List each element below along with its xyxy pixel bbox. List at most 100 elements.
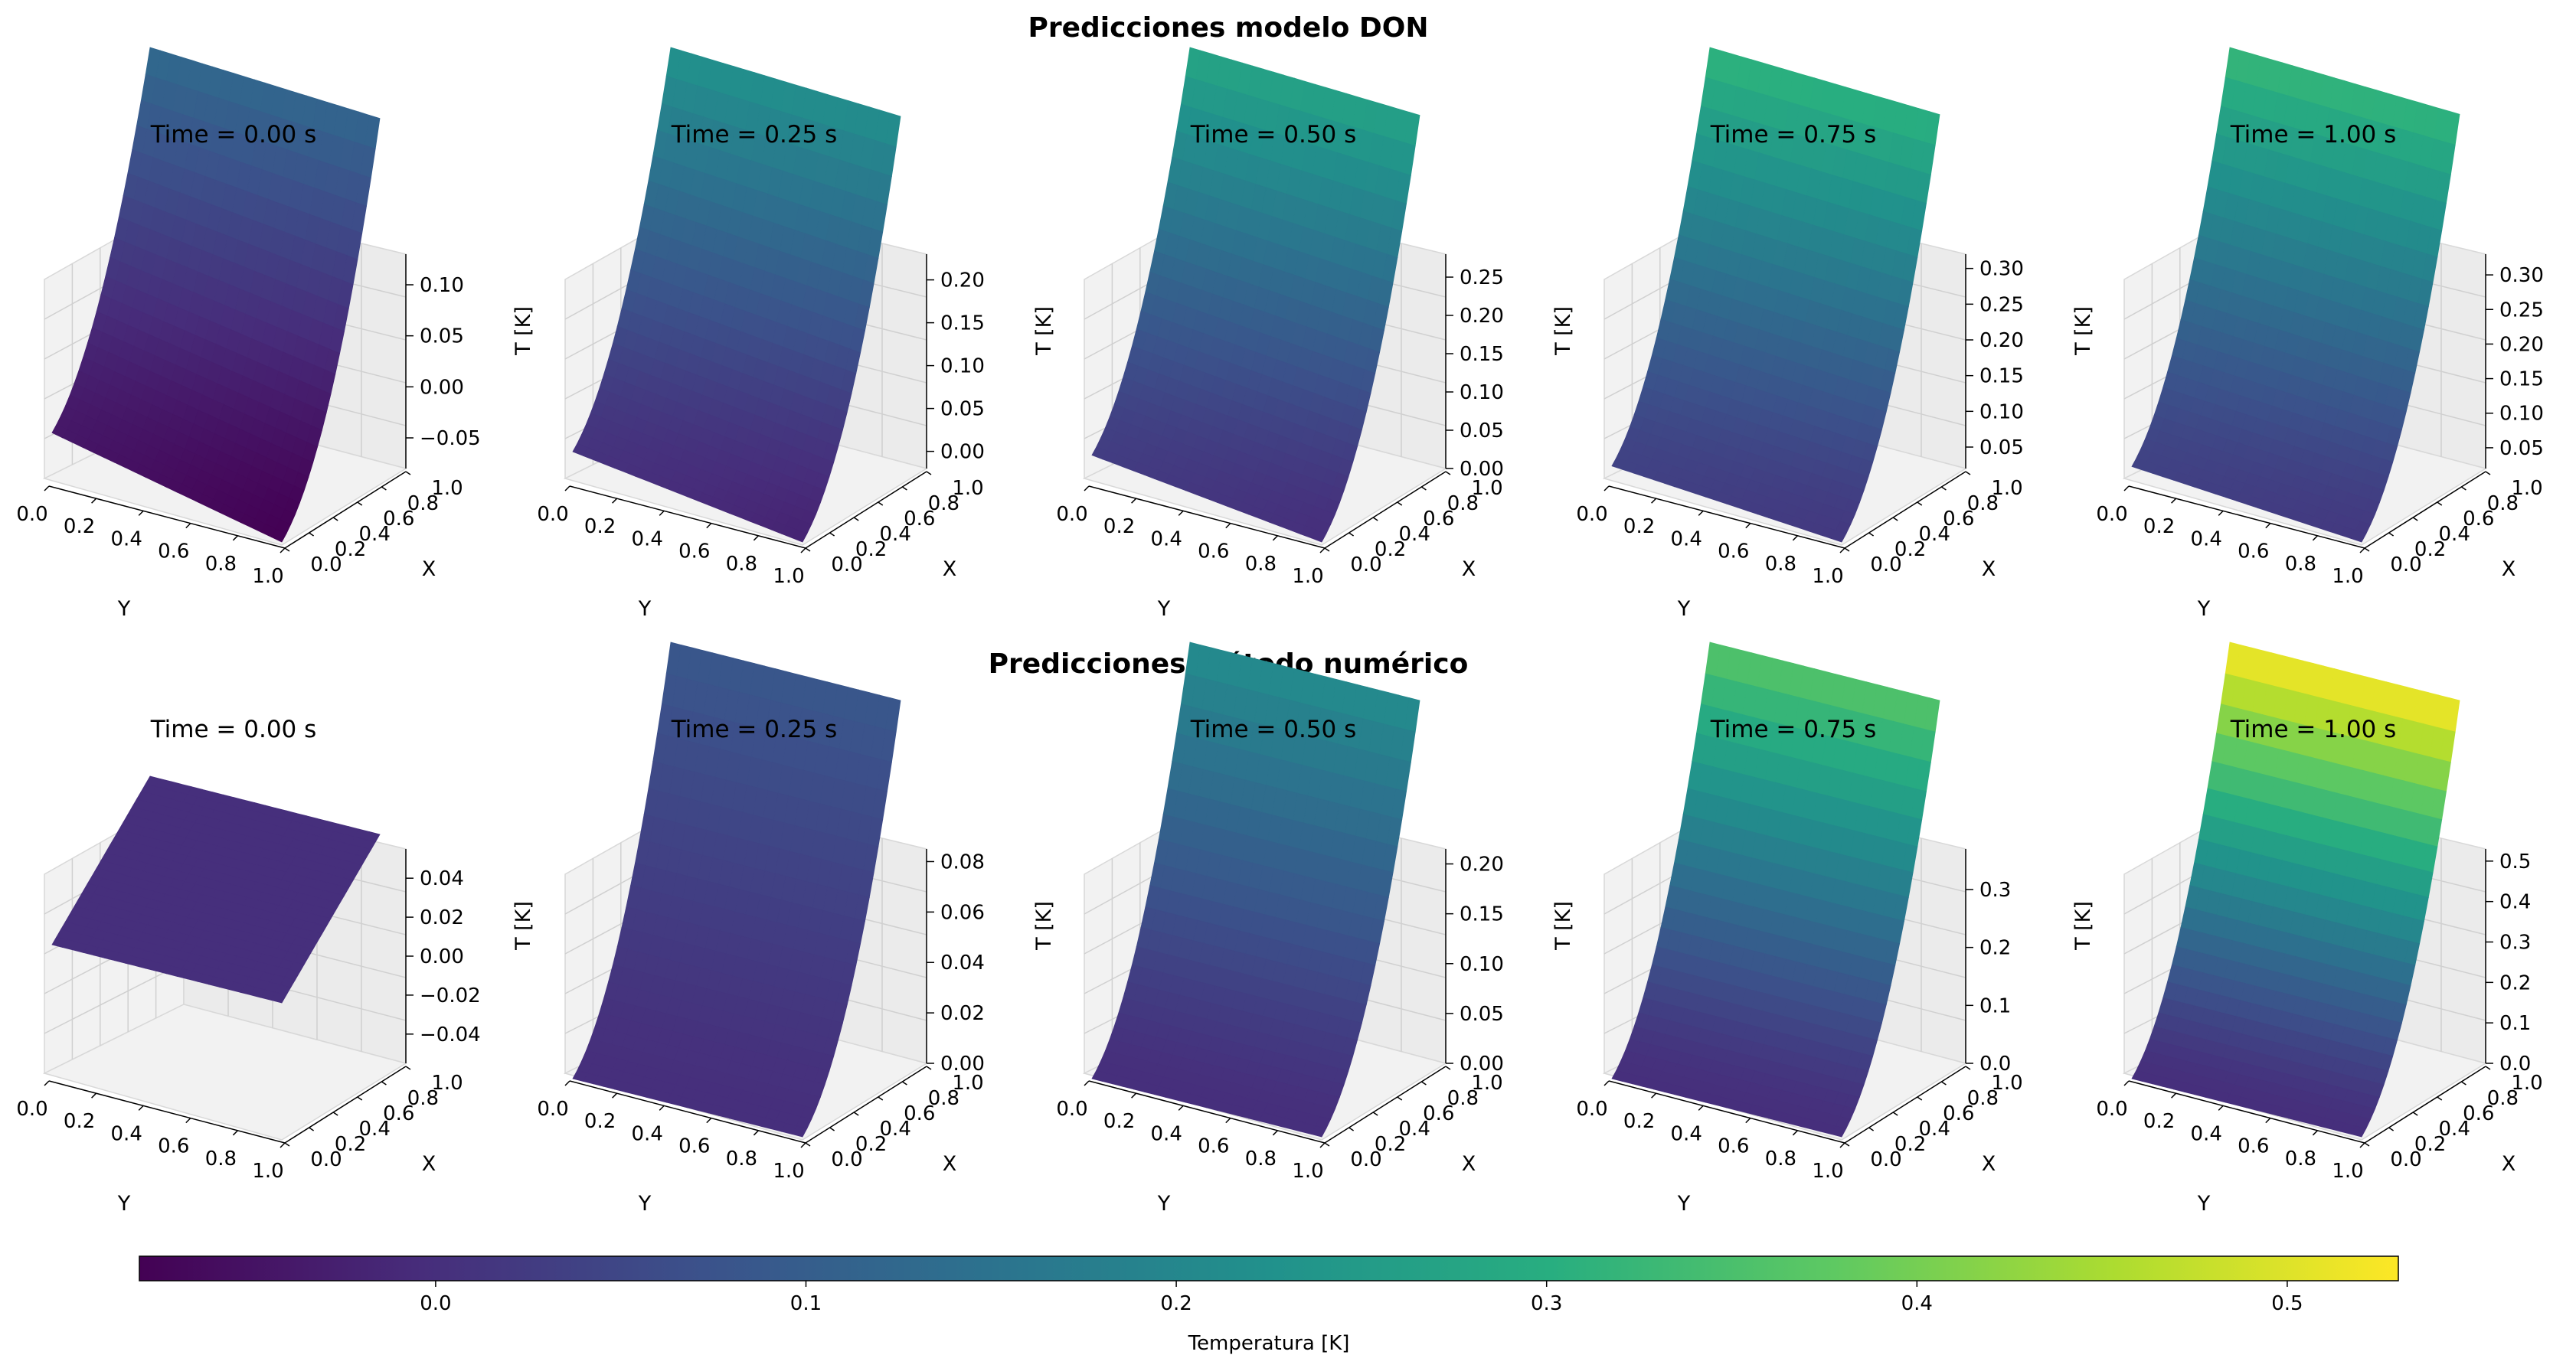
x-tick (926, 1066, 932, 1070)
y-tick (1178, 1105, 1184, 1111)
y-axis-label: Y (2197, 597, 2211, 621)
z-tick-label: 0.00 (420, 376, 464, 399)
z-tick-label: 0.25 (1460, 266, 1504, 289)
surface-mesh (572, 47, 901, 543)
y-tick-label: 0.6 (158, 1135, 189, 1158)
surface-panel: Time = 1.00 s0.00.20.40.60.81.0Y0.00.20.… (2096, 47, 2544, 621)
z-tick-label: −0.04 (420, 1024, 481, 1046)
y-tick (1792, 1130, 1798, 1136)
y-tick-label: 0.8 (205, 553, 237, 576)
x-tick-label: 1.0 (952, 477, 983, 500)
y-tick (612, 1092, 618, 1099)
panel-title: Time = 0.50 s (1190, 121, 1357, 149)
y-tick-label: 0.4 (632, 1122, 663, 1145)
z-tick-label: 0.20 (2499, 333, 2544, 356)
z-tick-label: −0.02 (420, 984, 481, 1007)
y-tick (1084, 485, 1090, 491)
y-tick-label: 0.0 (16, 1098, 47, 1121)
panel-title: Time = 0.75 s (1710, 121, 1877, 149)
y-tick-label: 0.8 (1245, 553, 1277, 576)
y-tick (1745, 1118, 1751, 1124)
surface-panel: Time = 0.00 s0.00.20.40.60.81.0Y0.00.20.… (16, 47, 535, 621)
z-tick-label: 0.00 (940, 1053, 985, 1076)
y-tick (706, 1118, 712, 1124)
y-tick-label: 1.0 (773, 565, 804, 588)
z-tick-label: 0.08 (940, 851, 985, 873)
x-tick (901, 1081, 907, 1086)
y-tick (2218, 510, 2224, 516)
z-tick-label: 0.15 (1460, 903, 1504, 926)
z-axis-label: T [K] (2071, 306, 2095, 356)
z-axis-label: T [K] (512, 901, 535, 951)
y-tick-label: 0.2 (1623, 1110, 1655, 1133)
x-tick (1868, 532, 1875, 537)
z-axis-label: T [K] (512, 306, 535, 356)
panel-title: Time = 0.25 s (671, 716, 838, 743)
x-tick (2388, 532, 2395, 537)
x-tick (1445, 471, 1451, 475)
y-tick (232, 535, 238, 541)
z-tick-label: 0.04 (420, 867, 464, 890)
y-tick-label: 0.2 (2143, 515, 2175, 538)
x-tick (1348, 1127, 1355, 1131)
surface-panel: Time = 0.00 s0.00.20.40.60.81.0Y0.00.20.… (16, 716, 535, 1216)
z-tick-label: 0.2 (1979, 937, 2011, 960)
z-tick-label: 0.00 (1460, 1053, 1504, 1076)
y-axis-label: Y (117, 597, 131, 621)
z-tick-label: 0.30 (1979, 258, 2024, 281)
y-tick-label: 0.6 (678, 540, 710, 563)
x-tick (284, 547, 290, 552)
y-tick (1839, 547, 1845, 553)
x-tick (309, 532, 315, 537)
y-tick-label: 1.0 (1292, 1160, 1323, 1183)
y-tick-label: 0.2 (1103, 1110, 1135, 1133)
panel-title: Time = 0.75 s (1710, 716, 1877, 743)
z-tick-label: 0.30 (2499, 264, 2544, 287)
y-tick-label: 1.0 (252, 565, 283, 588)
y-tick (2312, 535, 2318, 541)
x-tick-label: 1.0 (2511, 477, 2542, 500)
z-axis-label: T [K] (1032, 901, 1056, 951)
x-tick-label: 0.2 (335, 538, 366, 561)
y-tick (564, 485, 570, 491)
x-axis-line (805, 471, 927, 549)
y-tick-label: 0.2 (64, 515, 95, 538)
y-tick-label: 1.0 (1292, 565, 1323, 588)
x-tick (2460, 486, 2466, 491)
y-tick (1178, 510, 1184, 516)
z-tick-label: 0.0 (1979, 1053, 2011, 1076)
x-tick (878, 501, 884, 506)
y-tick (232, 1130, 238, 1136)
x-tick (1892, 517, 1898, 521)
z-tick-label: 0.10 (1460, 381, 1504, 404)
z-tick-label: 0.10 (420, 274, 464, 297)
z-tick-label: 0.15 (1460, 343, 1504, 366)
x-tick-label: 0.0 (831, 553, 862, 576)
z-tick-label: −0.05 (420, 427, 481, 450)
y-tick (1603, 1080, 1610, 1086)
y-tick (706, 523, 712, 529)
y-tick (1651, 1092, 1657, 1099)
y-tick-label: 0.0 (16, 503, 47, 526)
y-tick-label: 0.4 (1671, 1122, 1702, 1145)
y-tick-label: 0.6 (1198, 1135, 1229, 1158)
y-tick (185, 1118, 191, 1124)
y-tick (2265, 523, 2271, 529)
surface-panel: Time = 1.00 s0.00.20.40.60.81.0Y0.00.20.… (2096, 642, 2543, 1216)
z-tick-label: 0.15 (2499, 368, 2544, 391)
y-tick-label: 0.4 (1671, 527, 1702, 550)
x-tick (2485, 471, 2491, 475)
x-tick (1917, 1096, 1923, 1101)
y-tick-label: 0.6 (2238, 540, 2269, 563)
y-tick-label: 0.6 (1718, 1135, 1749, 1158)
surface-panel: Time = 0.75 s0.00.20.40.60.81.0Y0.00.20.… (1576, 642, 2095, 1216)
x-tick-label: 0.0 (310, 553, 342, 576)
y-tick-label: 0.0 (537, 1098, 568, 1121)
y-tick (800, 547, 806, 553)
x-tick (1397, 1096, 1403, 1101)
panel-title: Time = 0.50 s (1190, 716, 1357, 743)
x-tick (853, 517, 859, 521)
z-tick-label: 0.05 (1460, 420, 1504, 442)
y-tick (138, 510, 144, 516)
y-tick (91, 1092, 97, 1099)
